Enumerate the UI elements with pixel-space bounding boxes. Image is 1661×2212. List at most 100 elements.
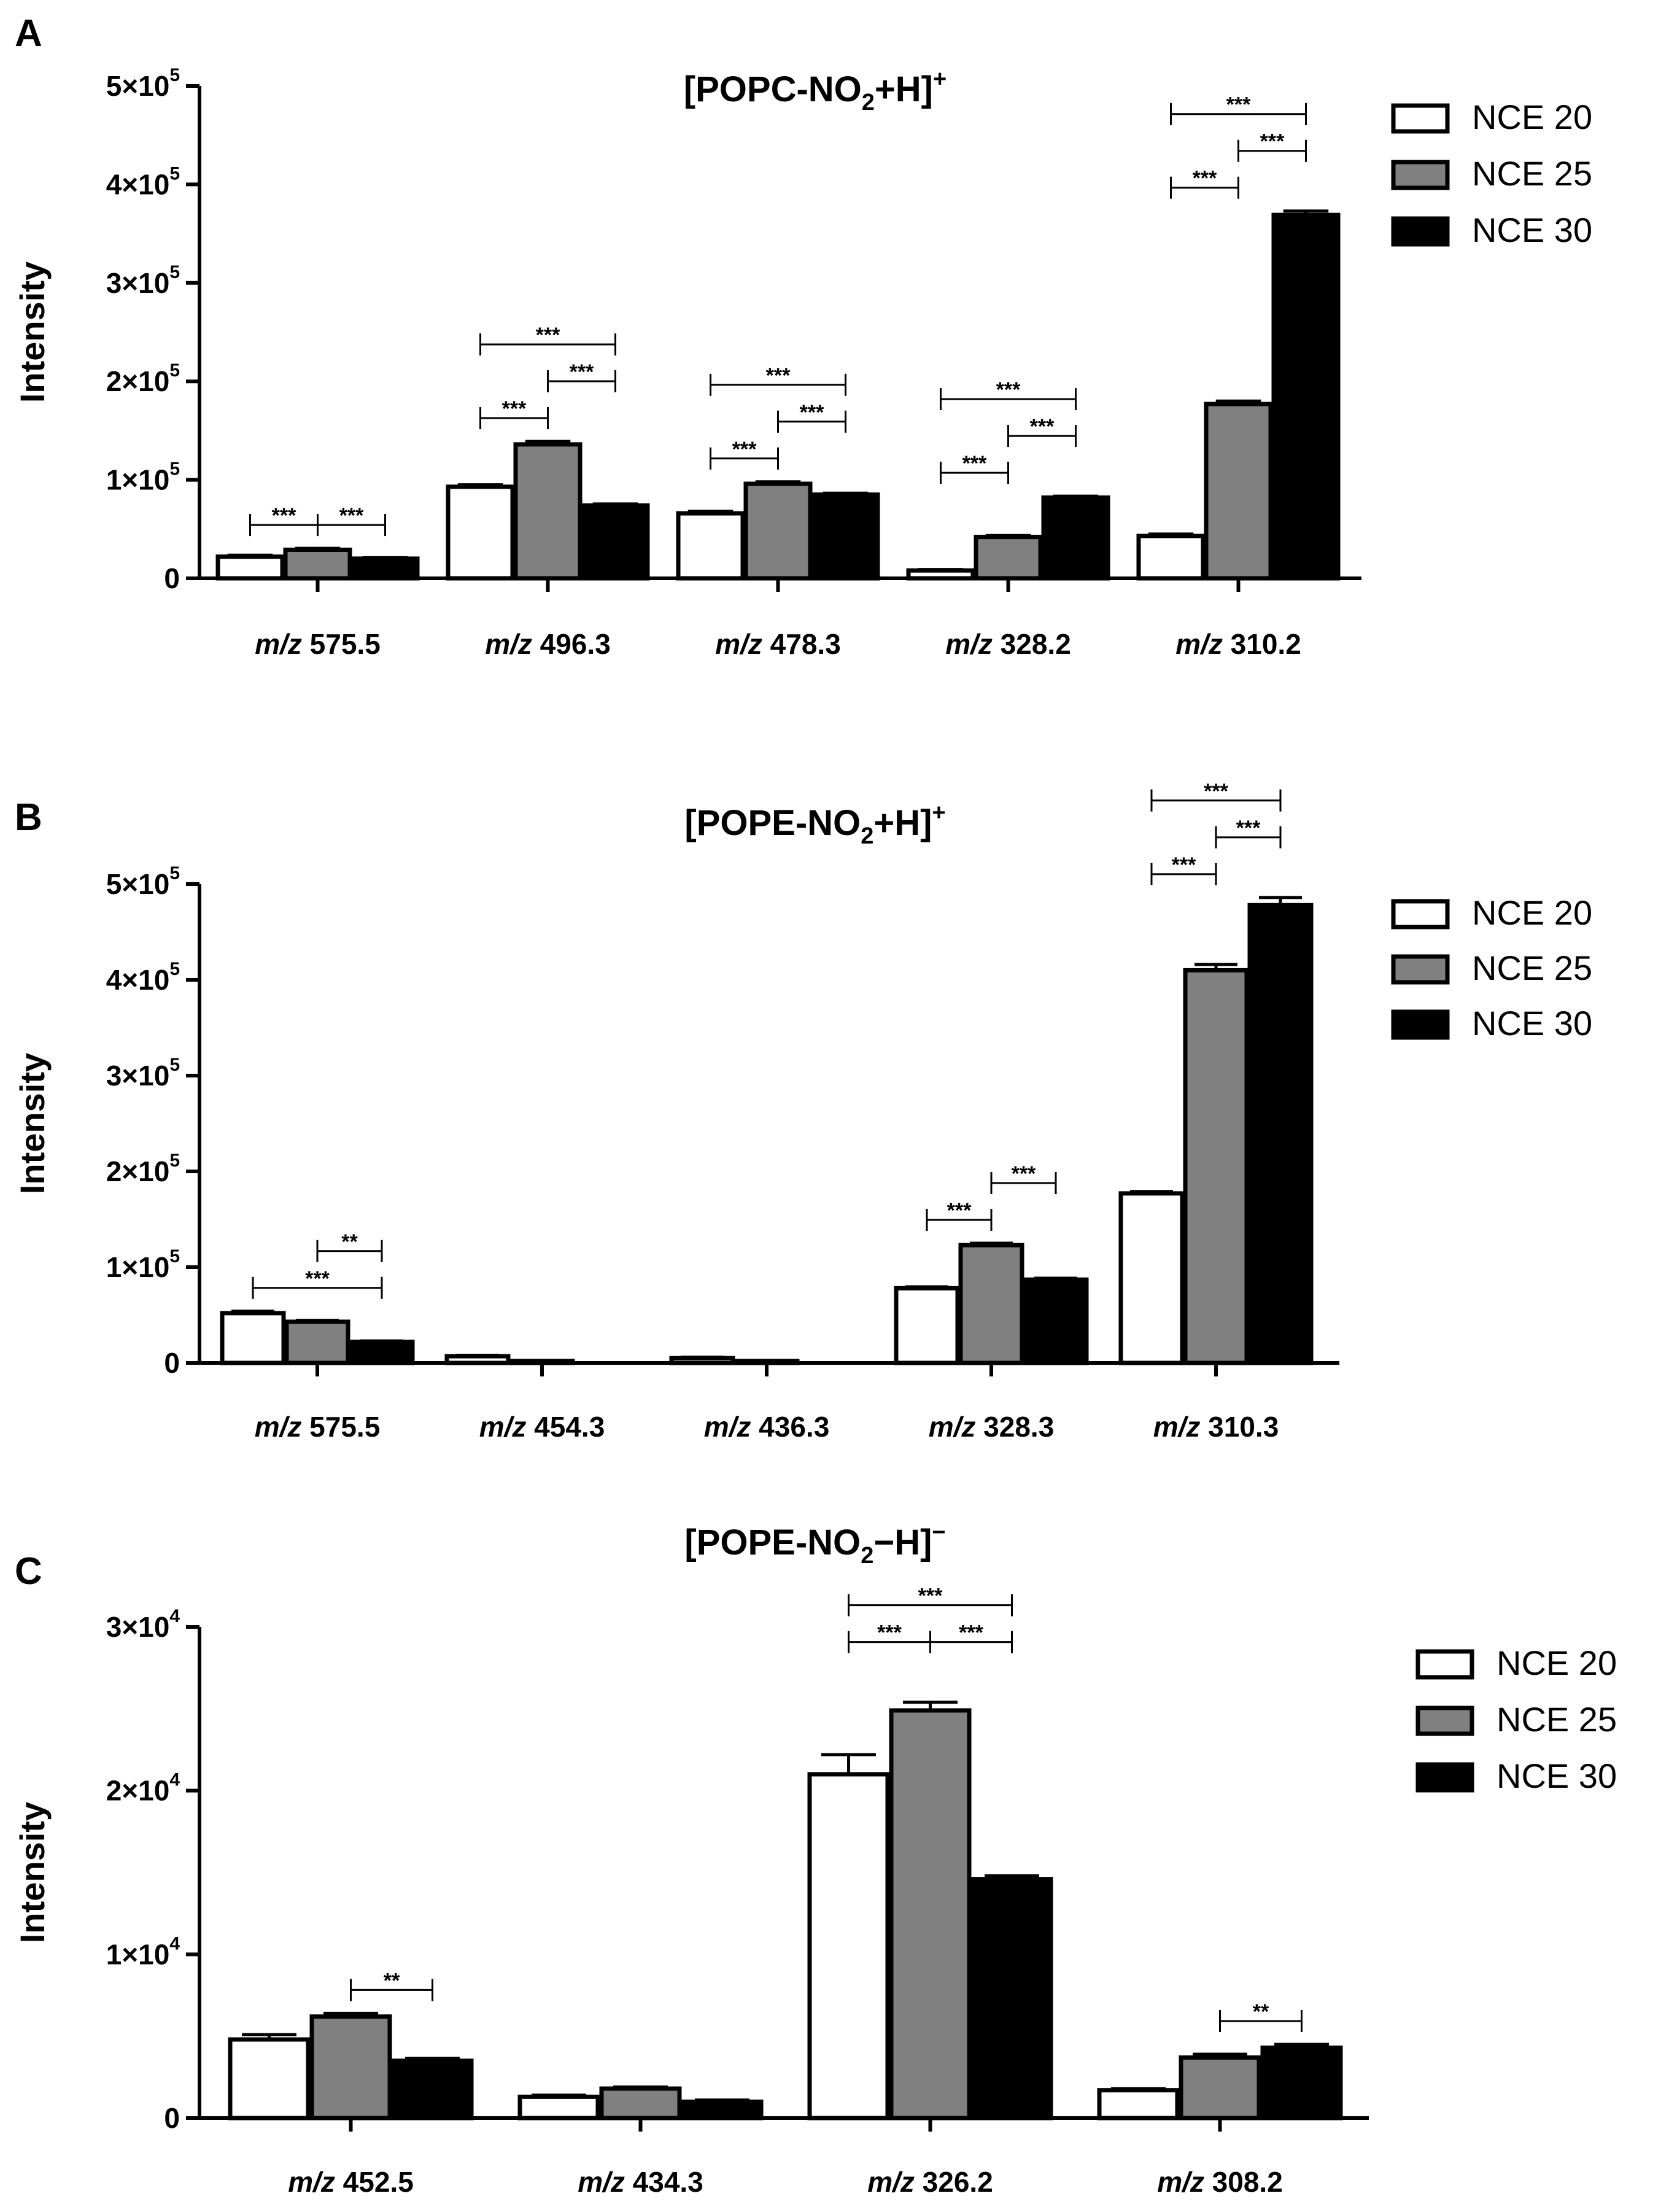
- legend-swatch: [1391, 216, 1450, 247]
- bar-nce-20: [215, 554, 285, 581]
- bar-nce-20: [446, 484, 515, 581]
- significance-label: ***: [1204, 780, 1228, 803]
- bar-nce-30: [1271, 212, 1341, 581]
- significance-label: ***: [1236, 817, 1261, 840]
- y-tick-exponent: 5: [169, 863, 180, 883]
- significance-label: ***: [1193, 167, 1217, 190]
- y-axis-label: Intensity: [13, 1802, 52, 1943]
- x-tick-prefix: m/z: [479, 1411, 534, 1443]
- title-superscript: +: [932, 800, 945, 826]
- y-tick-label: 5×105: [106, 863, 180, 900]
- y-tick-label: 0: [164, 562, 180, 594]
- y-tick-exponent: 5: [169, 1246, 180, 1267]
- y-tick-base: 2×10: [106, 1775, 170, 1807]
- legend-label: NCE 30: [1496, 1756, 1617, 1795]
- bar-nce-25: [283, 547, 352, 581]
- significance-label: ***: [962, 452, 987, 475]
- bar-nce-20: [1097, 2088, 1180, 2121]
- significance-label: **: [341, 1230, 358, 1254]
- x-tick-prefix: m/z: [867, 2166, 922, 2198]
- x-tick-label: m/z 436.3: [704, 1411, 830, 1443]
- bar-nce-30: [391, 2059, 474, 2121]
- x-tick-value: 328.2: [1001, 628, 1071, 660]
- title-subscript: 2: [861, 1543, 873, 1569]
- x-tick-label: m/z 434.3: [578, 2166, 703, 2198]
- x-tick-prefix: m/z: [929, 1411, 983, 1443]
- legend-swatch: [1391, 954, 1450, 985]
- x-tick-prefix: m/z: [945, 628, 1000, 660]
- x-tick-label: m/z 452.5: [288, 2166, 414, 2198]
- y-tick-exponent: 5: [169, 1151, 180, 1171]
- significance-label: ***: [766, 364, 791, 387]
- significance-label: **: [384, 1969, 400, 1992]
- x-tick-label: m/z 328.2: [945, 628, 1071, 660]
- bar-nce-20: [676, 511, 745, 581]
- y-tick-base: 1×10: [106, 1938, 170, 1970]
- x-tick-value: 434.3: [633, 2166, 703, 2198]
- x-tick-label: m/z 478.3: [715, 628, 841, 660]
- title-tail: +H]: [873, 803, 932, 843]
- legend-label: NCE 25: [1496, 1700, 1617, 1739]
- bar-nce-20: [517, 2094, 600, 2121]
- x-tick-label: m/z 454.3: [479, 1411, 605, 1443]
- significance-label: ***: [1260, 130, 1285, 153]
- y-tick-base: 5×10: [106, 70, 170, 102]
- bar-nce-20: [894, 1286, 960, 1365]
- x-tick-value: 310.3: [1208, 1411, 1279, 1443]
- y-tick-base: 3×10: [106, 1611, 170, 1643]
- panel-label: C: [15, 1550, 42, 1593]
- x-tick-value: 326.2: [923, 2166, 993, 2198]
- x-tick-prefix: m/z: [1153, 1411, 1208, 1443]
- legend-swatch: [1391, 160, 1450, 190]
- legend-swatch: [1391, 899, 1450, 929]
- x-tick-value: 328.3: [983, 1411, 1054, 1443]
- y-tick-label: 4×105: [106, 959, 180, 996]
- bar-nce-25: [284, 1319, 350, 1365]
- y-tick-label: 2×105: [106, 1151, 180, 1187]
- x-tick-label: m/z 310.3: [1153, 1411, 1279, 1443]
- bar-nce-20: [228, 2037, 311, 2121]
- y-tick-label: 3×105: [106, 262, 180, 299]
- y-tick-label: 2×105: [106, 360, 180, 397]
- y-tick-label: 3×105: [106, 1055, 180, 1092]
- bar-nce-30: [581, 503, 650, 581]
- x-tick-prefix: m/z: [1175, 628, 1230, 660]
- bar-nce-20: [220, 1311, 286, 1365]
- bar-nce-20: [444, 1354, 511, 1365]
- bar-nce-30: [1247, 902, 1314, 1365]
- chart-title: [POPE-NO2−H]−: [684, 1519, 945, 1569]
- significance-label: ***: [272, 504, 296, 527]
- y-tick-exponent: 5: [169, 459, 180, 479]
- significance-label: ***: [918, 1585, 943, 1608]
- bar-nce-25: [513, 442, 583, 581]
- legend-swatch: [1391, 1009, 1450, 1040]
- y-tick-base: 5×10: [106, 868, 170, 900]
- y-tick-label: 1×104: [106, 1933, 180, 1970]
- x-tick-label: m/z 575.5: [255, 628, 381, 660]
- legend-swatch: [1415, 1762, 1474, 1793]
- panel-label: B: [15, 796, 42, 839]
- significance-label: ***: [1172, 853, 1196, 877]
- chart-title: [POPC-NO2+H]+: [684, 66, 947, 115]
- x-tick-prefix: m/z: [288, 2166, 343, 2198]
- title-subscript: 2: [861, 823, 873, 849]
- y-tick-exponent: 5: [169, 262, 180, 282]
- significance-label: ***: [1012, 1162, 1036, 1186]
- y-tick-base: 1×10: [106, 1251, 170, 1283]
- x-tick-prefix: m/z: [578, 2166, 632, 2198]
- y-tick-exponent: 5: [169, 65, 180, 85]
- significance-label: ***: [732, 438, 757, 461]
- bar-nce-20: [807, 1772, 890, 2121]
- bar-nce-30: [1260, 2045, 1343, 2121]
- bar-nce-30: [350, 556, 420, 581]
- y-tick-label: 0: [164, 2102, 180, 2134]
- x-tick-label: m/z 496.3: [485, 628, 611, 660]
- significance-label: ***: [996, 378, 1021, 402]
- title-tail: −H]: [873, 1523, 932, 1562]
- bar-nce-20: [1118, 1191, 1185, 1365]
- significance-label: ***: [877, 1621, 902, 1645]
- bar-nce-20: [669, 1356, 735, 1365]
- bar-nce-20: [1136, 534, 1206, 581]
- x-tick-value: 310.2: [1231, 628, 1301, 660]
